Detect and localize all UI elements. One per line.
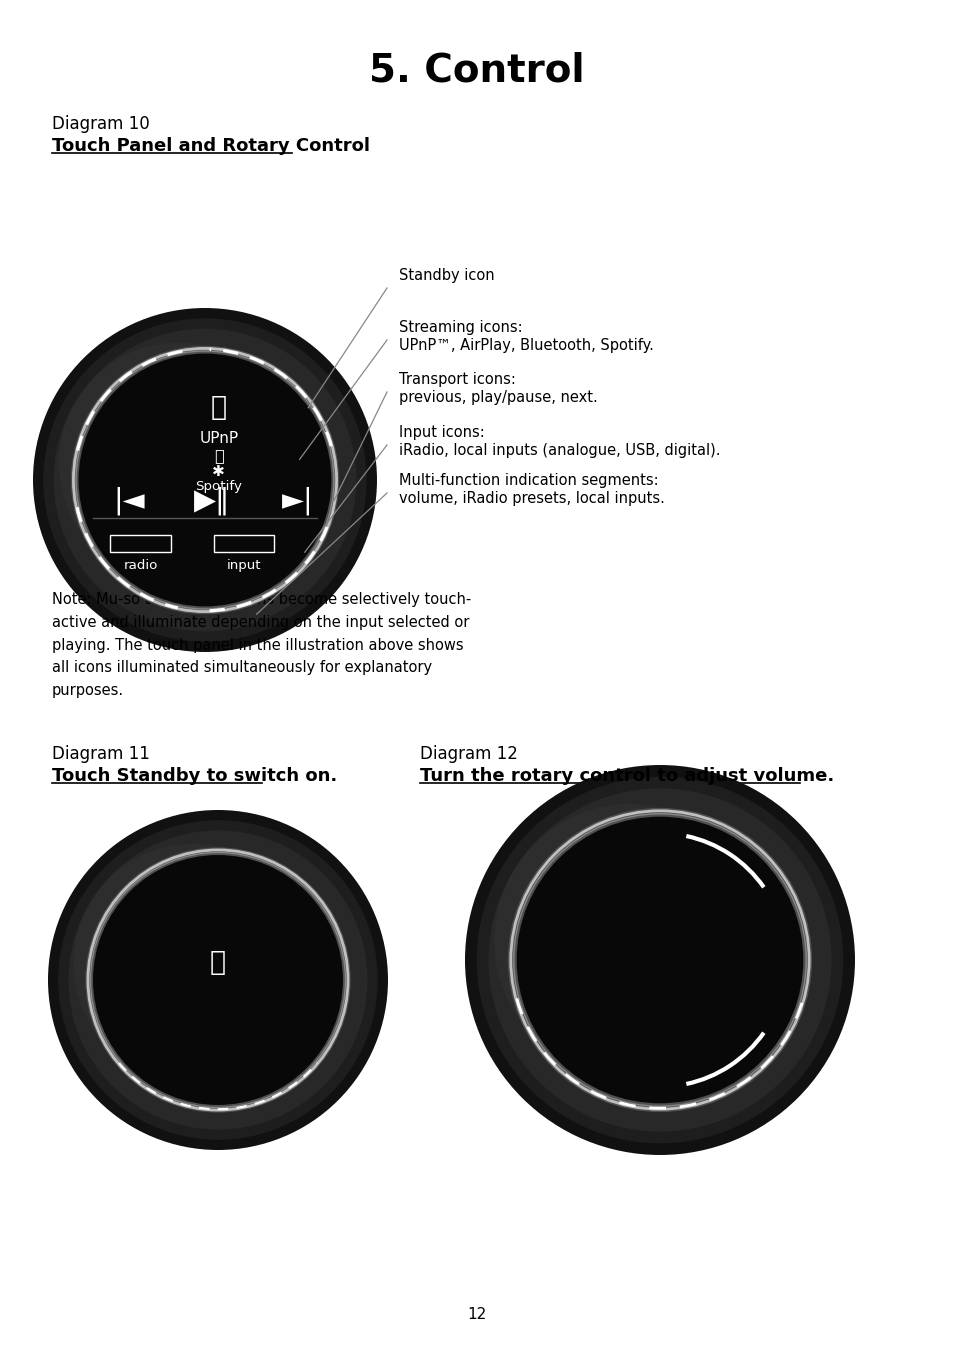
Text: iRadio, local inputs (analogue, USB, digital).: iRadio, local inputs (analogue, USB, dig… xyxy=(398,443,720,458)
Text: Streaming icons:: Streaming icons: xyxy=(398,320,522,335)
Text: ▶‖: ▶‖ xyxy=(193,486,230,514)
Text: 12: 12 xyxy=(467,1307,486,1322)
Text: Transport icons:: Transport icons: xyxy=(398,373,516,387)
Text: Diagram 11: Diagram 11 xyxy=(52,745,150,763)
Circle shape xyxy=(488,788,831,1131)
Circle shape xyxy=(494,805,766,1077)
Text: Diagram 10: Diagram 10 xyxy=(52,115,150,134)
Circle shape xyxy=(43,319,366,641)
Text: Turn the rotary control to adjust volume.: Turn the rotary control to adjust volume… xyxy=(419,767,833,784)
Text: Spotify: Spotify xyxy=(195,481,242,493)
Circle shape xyxy=(476,776,842,1143)
Text: 5. Control: 5. Control xyxy=(369,53,584,90)
Circle shape xyxy=(59,343,299,583)
Circle shape xyxy=(33,308,376,652)
Text: Multi-function indication segments:: Multi-function indication segments: xyxy=(398,472,658,487)
Circle shape xyxy=(69,830,367,1130)
Circle shape xyxy=(93,855,342,1104)
Circle shape xyxy=(58,821,377,1139)
Text: Touch Panel and Rotary Control: Touch Panel and Rotary Control xyxy=(52,136,370,155)
Text: ⬜: ⬜ xyxy=(213,448,223,463)
Text: ⏻: ⏻ xyxy=(211,394,227,421)
Text: ✱: ✱ xyxy=(213,464,225,479)
Text: volume, iRadio presets, local inputs.: volume, iRadio presets, local inputs. xyxy=(398,491,664,506)
Circle shape xyxy=(507,807,811,1112)
Text: previous, play/pause, next.: previous, play/pause, next. xyxy=(398,390,598,405)
Text: Diagram 12: Diagram 12 xyxy=(419,745,517,763)
Circle shape xyxy=(48,810,388,1150)
Text: radio: radio xyxy=(123,559,157,572)
Text: Note: Mu-so touch panel icons become selectively touch-
active and illuminate de: Note: Mu-so touch panel icons become sel… xyxy=(52,593,471,698)
Circle shape xyxy=(73,844,312,1081)
Text: Standby icon: Standby icon xyxy=(398,269,494,284)
Text: ►|: ►| xyxy=(282,486,314,514)
Text: UPnP™, AirPlay, Bluetooth, Spotify.: UPnP™, AirPlay, Bluetooth, Spotify. xyxy=(398,338,653,352)
Circle shape xyxy=(53,328,356,632)
Circle shape xyxy=(86,848,351,1112)
Text: |◄: |◄ xyxy=(113,486,145,514)
Circle shape xyxy=(78,354,331,606)
Text: ⏻: ⏻ xyxy=(210,950,226,976)
Circle shape xyxy=(464,765,854,1156)
Circle shape xyxy=(517,817,802,1103)
Text: UPnP: UPnP xyxy=(199,431,238,447)
Text: input: input xyxy=(226,559,261,572)
Circle shape xyxy=(71,346,339,614)
Text: Touch Standby to switch on.: Touch Standby to switch on. xyxy=(52,767,337,784)
Text: Input icons:: Input icons: xyxy=(398,425,484,440)
